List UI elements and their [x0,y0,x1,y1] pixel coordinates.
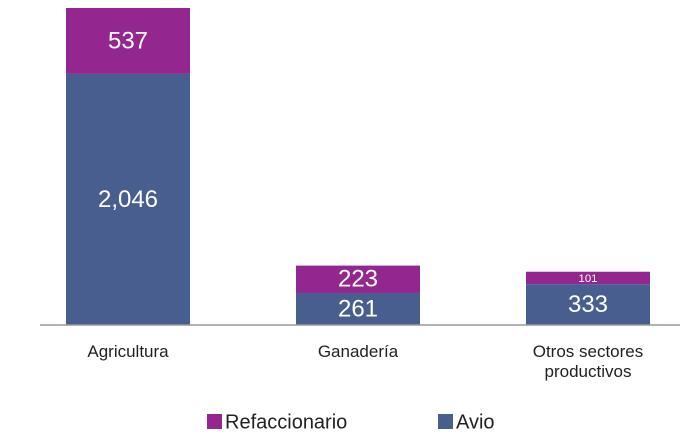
bar-segment [66,8,190,74]
data-label: 223 [338,266,378,293]
legend-swatch [207,414,222,429]
bar-segment [526,284,650,325]
x-tick-label: Agricultura [87,342,169,361]
data-label: 333 [568,291,608,318]
data-label: 261 [338,295,378,322]
legend-label: Refaccionario [225,411,347,433]
data-label: 101 [579,273,598,285]
bar-segment [526,271,650,285]
bar-segment [66,73,190,326]
bar-segment [296,265,420,293]
data-label: 2,046 [98,186,158,213]
legend-label: Avio [456,411,495,433]
x-tick-label: Otros sectores productivos [532,342,644,381]
legend-swatch [438,414,453,429]
bar-segment [296,292,420,325]
data-label: 537 [108,27,148,54]
x-tick-label: Ganadería [317,342,399,361]
